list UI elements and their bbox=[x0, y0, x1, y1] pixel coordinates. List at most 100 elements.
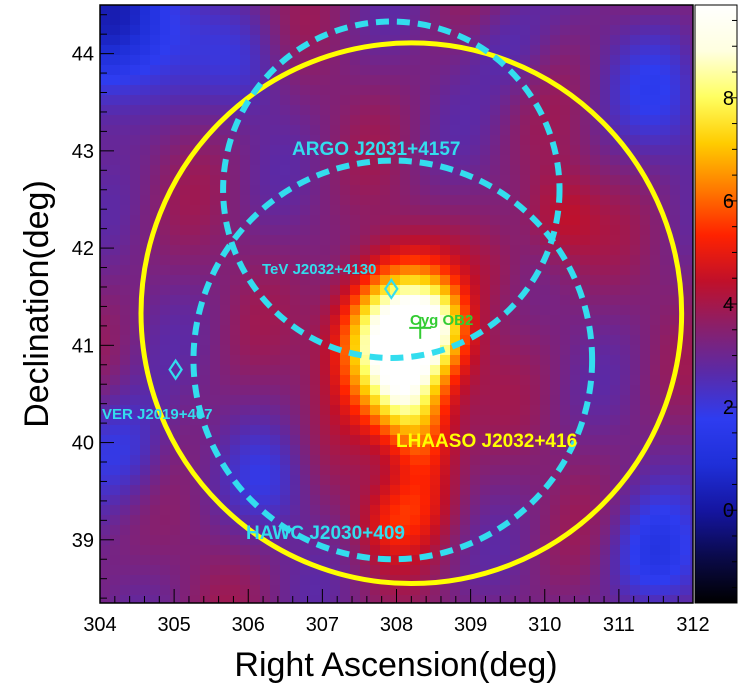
heatmap-cell bbox=[680, 165, 691, 176]
heatmap-cell bbox=[120, 345, 131, 356]
heatmap-cell bbox=[140, 95, 151, 106]
heatmap-cell bbox=[370, 205, 381, 216]
heatmap-cell bbox=[130, 255, 141, 266]
heatmap-cell bbox=[500, 405, 511, 416]
heatmap-cell bbox=[380, 505, 391, 516]
heatmap-cell bbox=[290, 555, 301, 566]
heatmap-cell bbox=[500, 215, 511, 226]
heatmap-cell bbox=[100, 385, 111, 396]
heatmap-cell bbox=[220, 445, 231, 456]
heatmap-cell bbox=[510, 495, 521, 506]
heatmap-cell bbox=[460, 215, 471, 226]
heatmap-cell bbox=[510, 205, 521, 216]
heatmap-cell bbox=[150, 35, 161, 46]
heatmap-cell bbox=[190, 495, 201, 506]
heatmap-cell bbox=[110, 255, 121, 266]
heatmap-cell bbox=[450, 235, 461, 246]
heatmap-cell bbox=[370, 165, 381, 176]
heatmap-cell bbox=[150, 565, 161, 576]
heatmap-cell bbox=[670, 285, 681, 296]
heatmap-cell bbox=[450, 325, 461, 336]
heatmap-cell bbox=[370, 325, 381, 336]
heatmap-cell bbox=[260, 585, 271, 596]
heatmap-cell bbox=[210, 15, 221, 26]
heatmap-cell bbox=[670, 295, 681, 306]
heatmap-cell bbox=[170, 335, 181, 346]
heatmap-cell bbox=[230, 595, 241, 603]
heatmap-cell bbox=[310, 525, 321, 536]
heatmap-cell bbox=[590, 205, 601, 216]
heatmap-cell bbox=[340, 265, 351, 276]
heatmap-cell bbox=[360, 105, 371, 116]
heatmap-cell bbox=[490, 45, 501, 56]
heatmap-cell bbox=[550, 485, 561, 496]
heatmap-cell bbox=[670, 115, 681, 126]
heatmap-cell bbox=[130, 205, 141, 216]
heatmap-cell bbox=[180, 265, 191, 276]
heatmap-cell bbox=[650, 75, 661, 86]
heatmap-cell bbox=[410, 375, 421, 386]
heatmap-cell bbox=[460, 495, 471, 506]
heatmap-cell bbox=[580, 95, 591, 106]
heatmap-cell bbox=[620, 305, 631, 316]
heatmap-cell bbox=[160, 335, 171, 346]
heatmap-cell bbox=[240, 65, 251, 76]
heatmap-cell bbox=[370, 335, 381, 346]
heatmap-cell bbox=[400, 175, 411, 186]
heatmap-cell bbox=[420, 365, 431, 376]
heatmap-cell bbox=[160, 55, 171, 66]
heatmap-cell bbox=[370, 365, 381, 376]
heatmap-cell bbox=[370, 185, 381, 196]
heatmap-cell bbox=[420, 175, 431, 186]
heatmap-cell bbox=[290, 525, 301, 536]
heatmap-cell bbox=[560, 225, 571, 236]
heatmap-cell bbox=[410, 315, 421, 326]
heatmap-cell bbox=[520, 335, 531, 346]
heatmap-cell bbox=[540, 105, 551, 116]
heatmap-cell bbox=[440, 445, 451, 456]
heatmap-cell bbox=[560, 195, 571, 206]
heatmap-cell bbox=[420, 345, 431, 356]
heatmap-cell bbox=[660, 135, 671, 146]
heatmap-cell bbox=[360, 195, 371, 206]
heatmap-cell bbox=[420, 245, 431, 256]
heatmap-cell bbox=[590, 415, 601, 426]
heatmap-cell bbox=[540, 435, 551, 446]
heatmap-cell bbox=[420, 505, 431, 516]
heatmap-cell bbox=[210, 555, 221, 566]
heatmap-cell bbox=[400, 95, 411, 106]
heatmap-cell bbox=[540, 385, 551, 396]
heatmap-cell bbox=[130, 385, 141, 396]
heatmap-cell bbox=[400, 205, 411, 216]
heatmap-cell bbox=[220, 265, 231, 276]
heatmap-cell bbox=[200, 565, 211, 576]
heatmap-cell bbox=[600, 405, 611, 416]
heatmap-cell bbox=[590, 235, 601, 246]
heatmap-cell bbox=[210, 365, 221, 376]
heatmap-cell bbox=[570, 535, 581, 546]
heatmap-cell bbox=[420, 35, 431, 46]
heatmap-cell bbox=[290, 135, 301, 146]
heatmap-cell bbox=[430, 125, 441, 136]
heatmap-cell bbox=[140, 285, 151, 296]
heatmap-cell bbox=[100, 345, 111, 356]
heatmap-cell bbox=[310, 135, 321, 146]
heatmap-cell bbox=[680, 345, 691, 356]
heatmap-cell bbox=[250, 75, 261, 86]
heatmap-cell bbox=[600, 525, 611, 536]
heatmap-cell bbox=[130, 195, 141, 206]
heatmap-cell bbox=[230, 75, 241, 86]
heatmap-cell bbox=[450, 255, 461, 266]
heatmap-cell bbox=[650, 205, 661, 216]
heatmap-cell bbox=[510, 565, 521, 576]
heatmap-cell bbox=[610, 325, 621, 336]
heatmap-cell bbox=[410, 275, 421, 286]
heatmap-cell bbox=[220, 55, 231, 66]
heatmap-cell bbox=[500, 545, 511, 556]
heatmap-cell bbox=[180, 35, 191, 46]
heatmap-cell bbox=[150, 15, 161, 26]
heatmap-cell bbox=[200, 455, 211, 466]
heatmap-cell bbox=[410, 395, 421, 406]
heatmap-cell bbox=[370, 65, 381, 76]
heatmap-cell bbox=[190, 315, 201, 326]
